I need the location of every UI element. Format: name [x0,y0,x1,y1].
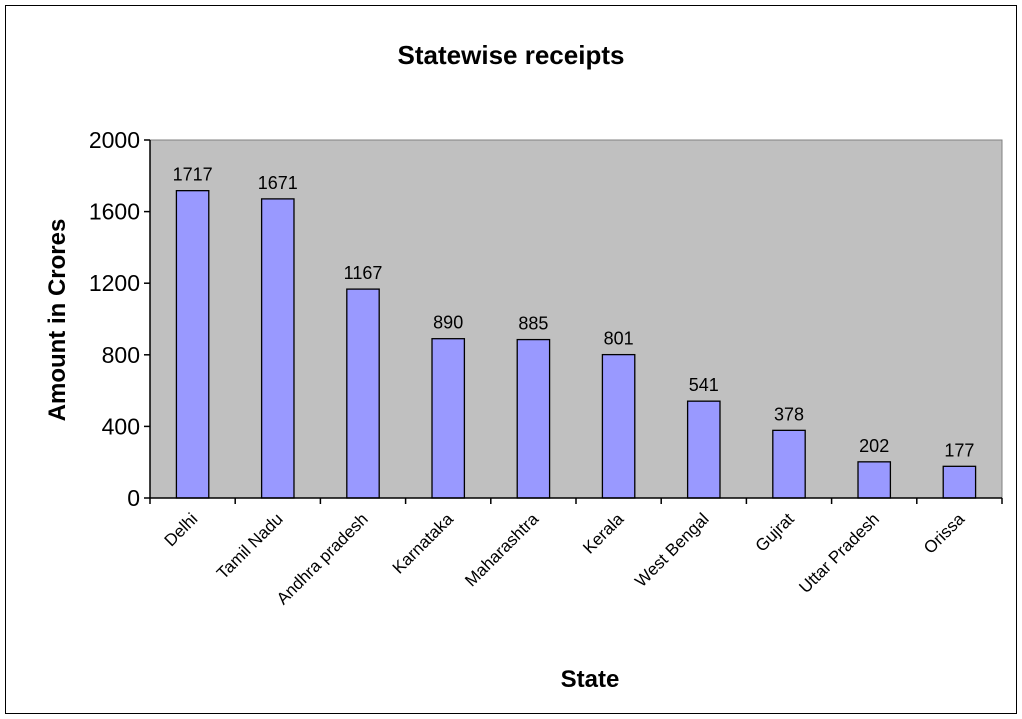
y-tick-label: 1600 [89,199,140,225]
y-tick-label: 400 [102,413,140,439]
category-label: Uttar Pradesh [795,509,883,597]
bar [175,190,210,499]
category-label: West Bengal [631,509,712,590]
category-label: Gujrat [752,509,798,555]
bar [942,465,977,499]
chart-title: Statewise receipts [397,40,625,70]
data-label: 890 [433,313,463,333]
bar [260,198,295,499]
category-label: Kerala [579,509,628,558]
data-label: 885 [518,314,548,334]
category-label: Orissa [920,509,969,558]
bar [601,353,636,499]
category-label: Tamil Nadu [213,509,287,583]
category-label: Andhra pradesh [273,509,372,608]
bar [857,461,892,499]
category-label: Karnataka [389,509,458,578]
data-label: 177 [944,440,974,460]
data-label: 1671 [258,173,298,193]
category-label: Maharashtra [461,509,542,590]
y-tick-label: 1200 [89,270,140,296]
axes-group [144,139,1003,504]
category-label: Delhi [161,509,202,550]
data-label: 202 [859,436,889,456]
y-tick-label: 2000 [89,127,140,153]
bars-group [175,190,977,499]
data-label: 801 [604,329,634,349]
data-label: 1717 [173,165,213,185]
y-tick-label: 0 [127,485,140,511]
bar [431,338,466,499]
bar [686,400,721,499]
data-label: 1167 [344,263,383,283]
x-axis-label: State [560,666,620,693]
data-label: 378 [774,404,804,424]
y-tick-label: 800 [102,342,140,368]
bar [346,288,380,499]
bar [772,429,806,499]
data-label: 541 [689,375,719,395]
bar [516,338,551,499]
